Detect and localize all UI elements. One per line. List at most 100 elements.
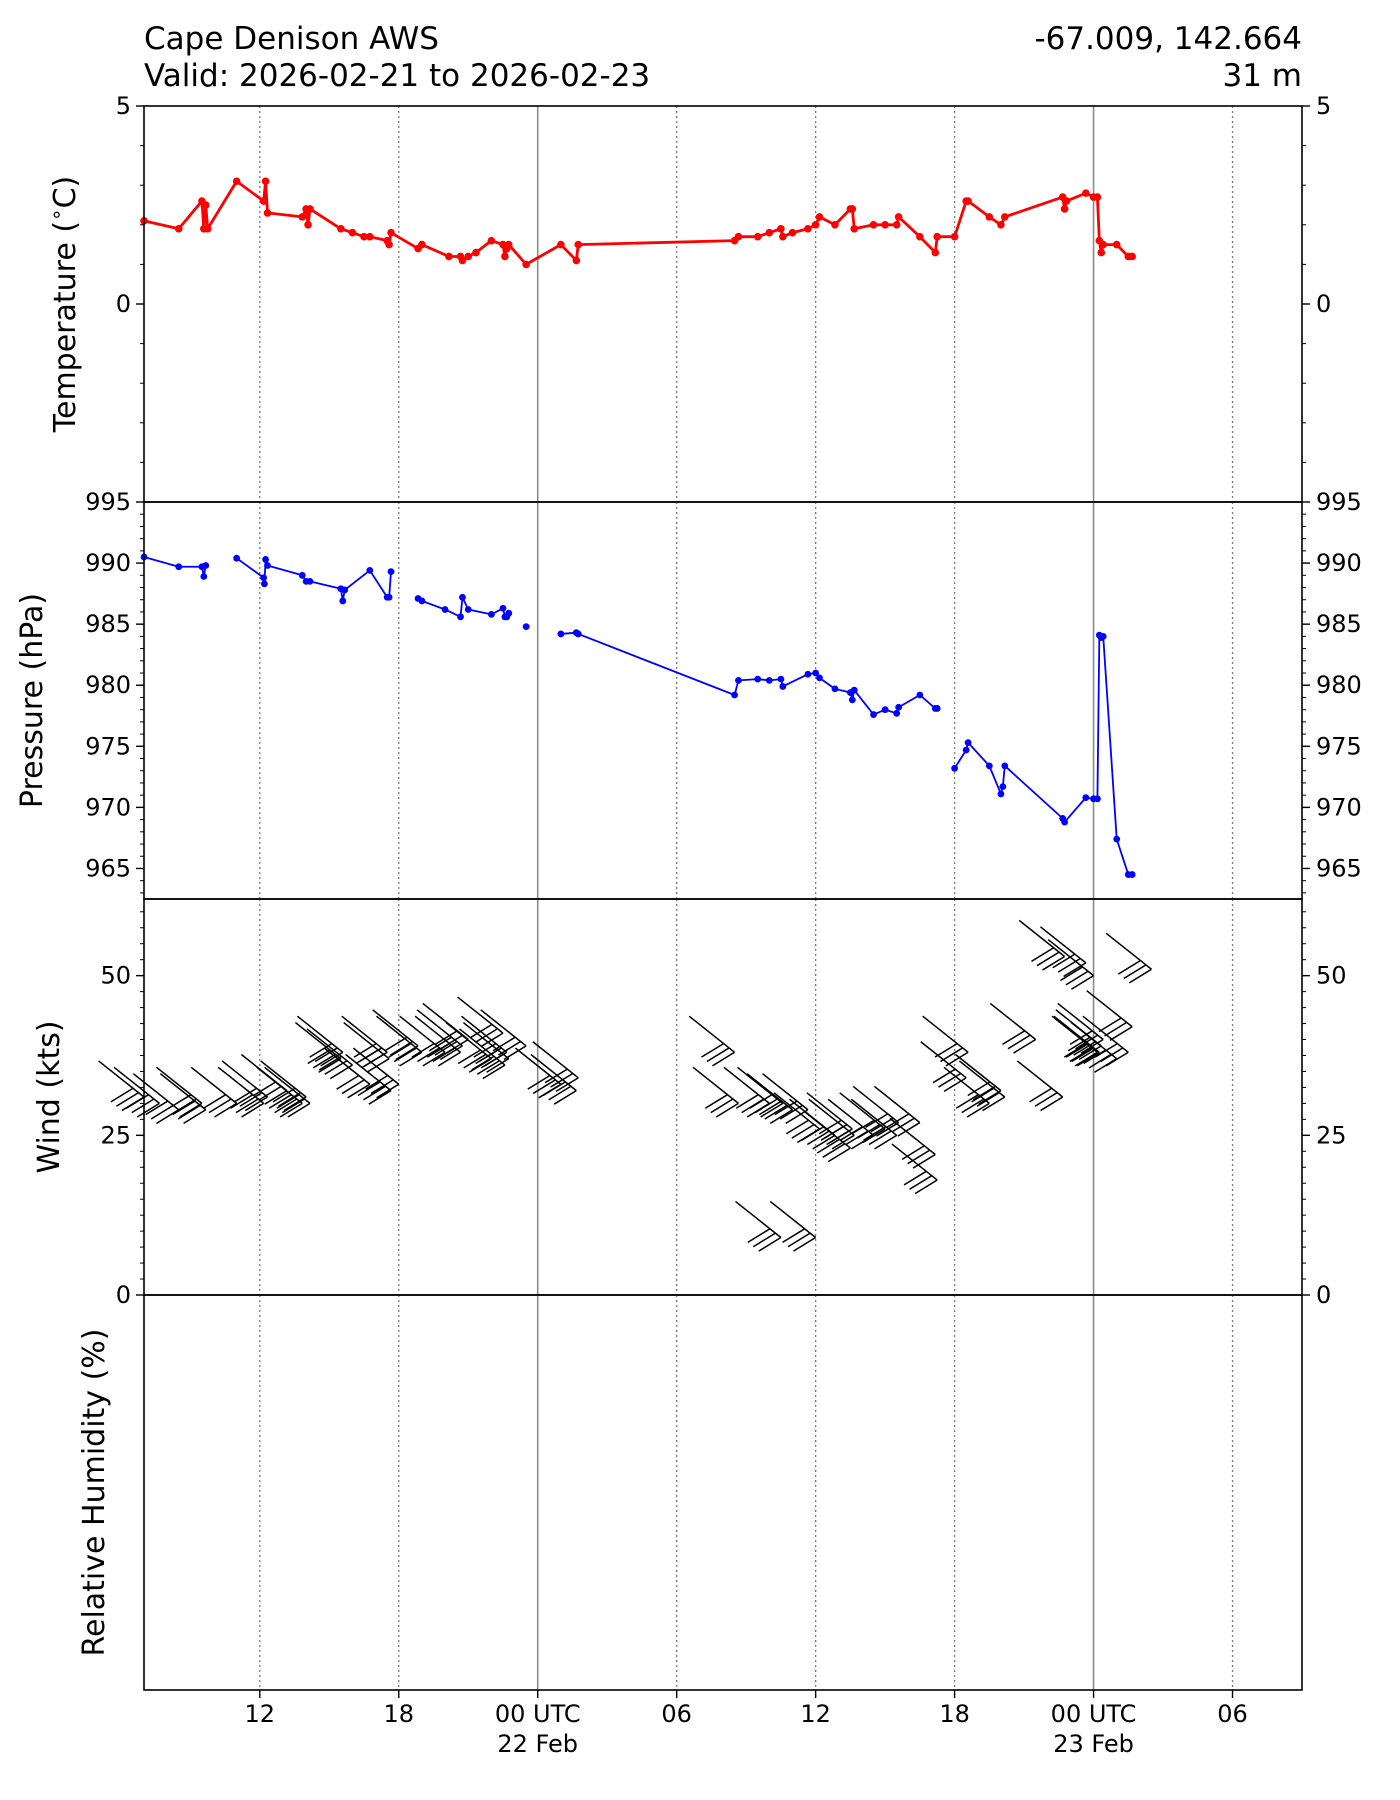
y-tick-label-right: 965 [1316, 854, 1362, 882]
wind-barb [1086, 990, 1133, 1041]
y-tick-label-left: 0 [116, 290, 131, 318]
pressure-point [557, 630, 565, 638]
temperature-point [765, 228, 774, 237]
wind-barb [376, 1015, 423, 1067]
y-tick-label-left: 980 [85, 671, 131, 699]
pressure-point [202, 562, 210, 569]
wind-barb [156, 1066, 203, 1118]
temperature-point [385, 240, 393, 249]
wind-barb [1018, 919, 1066, 971]
pressure-point [831, 685, 839, 693]
y-tick-label-left: 25 [100, 1121, 131, 1149]
x-tick-label: 00 UTC [1051, 1700, 1137, 1728]
pressure-point [366, 567, 374, 574]
wind-barb [873, 1085, 921, 1137]
temperature-point [753, 232, 762, 241]
temperature-point [261, 177, 270, 186]
pressure-point [175, 563, 183, 571]
station-title: Cape Denison AWS [144, 21, 439, 57]
temperature-point [174, 224, 183, 233]
y-tick-label-right: 995 [1316, 488, 1362, 516]
wind-barb [688, 1015, 736, 1067]
wind-barb [132, 1073, 180, 1124]
temperature-point [916, 232, 924, 241]
pressure-point [962, 746, 970, 754]
pressure-point [1094, 795, 1101, 803]
temperature-point [458, 256, 467, 265]
pressure-point [933, 705, 941, 712]
pressure-point [1082, 794, 1090, 802]
y-tick-label-left: 0 [116, 1281, 131, 1309]
temperature-point [779, 232, 787, 241]
pressure-point [418, 597, 426, 605]
temperature-point [985, 213, 994, 221]
pressure-point [893, 709, 901, 717]
wind-barb [264, 1066, 311, 1118]
pressure-point [233, 554, 241, 562]
temperature-point [815, 213, 824, 221]
pressure-line [143, 556, 207, 578]
wind-barb [1105, 932, 1152, 984]
pressure-point [754, 675, 762, 683]
y-tick-label-right: 0 [1316, 1281, 1331, 1309]
pressure-point [457, 613, 464, 621]
wind-barb [943, 1066, 990, 1118]
pressure-point [441, 606, 449, 613]
wind-barb [955, 1053, 1002, 1105]
x-tick-date: 22 Feb [497, 1730, 578, 1758]
x-tick-date: 23 Feb [1053, 1730, 1134, 1758]
pressure-point [387, 568, 395, 576]
temperature-point [472, 248, 480, 257]
temperature-point [501, 252, 509, 261]
pressure-point [1061, 818, 1069, 826]
temperature-point [881, 221, 889, 229]
pressure-point [385, 593, 393, 601]
pressure-point [804, 670, 812, 678]
relative-humidity-panel: Relative Humidity (%) [77, 1294, 1303, 1691]
pressure-line [560, 631, 938, 716]
y-tick-label-right: 50 [1316, 962, 1347, 990]
wind-barb [692, 1066, 739, 1118]
x-tick-label: 06 [661, 1700, 692, 1728]
y-tick-label-left: 975 [85, 732, 131, 760]
wind-barb [217, 1066, 265, 1118]
temperature-point [259, 197, 268, 205]
temperature-point [1062, 197, 1071, 205]
pressure-point [916, 691, 924, 699]
y-tick-label-right: 985 [1316, 610, 1362, 638]
pressure-point [574, 630, 582, 638]
pressure-point [261, 580, 268, 588]
pressure-point [731, 691, 738, 699]
temperature-point [1060, 205, 1069, 213]
pressure-point [298, 571, 306, 579]
wind-barb [746, 1073, 793, 1124]
temperature-line [143, 179, 1133, 266]
pressure-point [488, 610, 495, 618]
pressure-point [964, 739, 972, 747]
wind-barb [1039, 926, 1087, 978]
temperature-point [892, 221, 901, 229]
wind-barb [922, 1015, 969, 1067]
wind-barb [372, 1009, 419, 1061]
temperature-point [734, 232, 743, 241]
wind-barb [532, 1041, 579, 1093]
pressure-point [505, 609, 513, 617]
pressure-point [765, 676, 773, 684]
wind-barb [323, 1047, 371, 1099]
wind-barb [190, 1066, 238, 1118]
valid-range: Valid: 2026-02-21 to 2026-02-23 [144, 58, 650, 94]
wind-barb [989, 1002, 1037, 1054]
temperature-point [504, 240, 513, 249]
temperature-point [298, 213, 307, 221]
wind-barb [480, 1009, 527, 1061]
station-coordinates: -67.009, 142.664 [1034, 21, 1302, 57]
pressure-point [1099, 632, 1107, 640]
temperature-point [366, 232, 374, 241]
temperature-point [811, 221, 820, 229]
wind-barb [850, 1098, 898, 1150]
y-tick-label-right: 0 [1316, 290, 1331, 318]
pressure-point [870, 711, 877, 718]
pressure-point [1128, 871, 1136, 878]
x-tick-label: 12 [245, 1700, 276, 1728]
temperature-point [348, 228, 357, 237]
